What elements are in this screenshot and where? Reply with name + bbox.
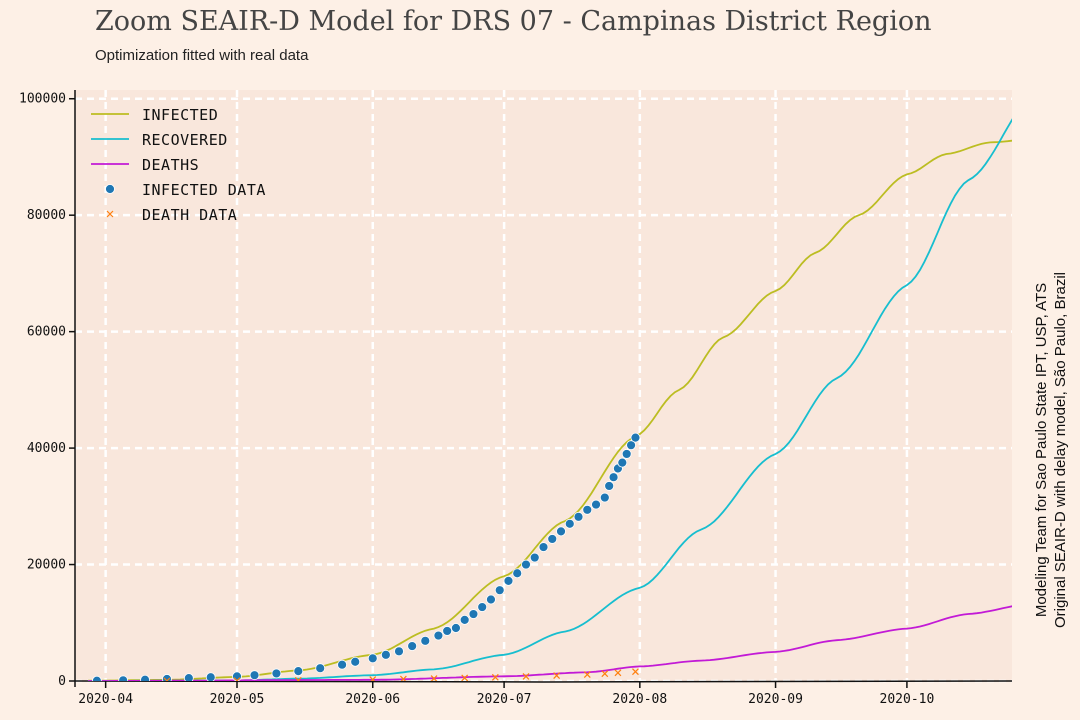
- plot-area: [75, 90, 1012, 681]
- axes: [74, 90, 1013, 687]
- death-data-point: [491, 673, 499, 681]
- infected-data-point: [468, 609, 479, 619]
- death-data-point: [294, 676, 302, 681]
- x-tick-label: 2020-09: [748, 692, 803, 707]
- legend-swatch-infected-data: [105, 184, 115, 194]
- chart-title: Zoom SEAIR-D Model for DRS 07 - Campinas…: [95, 6, 932, 37]
- legend-label-death-data: DEATH DATA: [142, 206, 237, 224]
- x-tick-label: 2020-08: [612, 692, 667, 707]
- y-tick-label: 80000: [27, 208, 66, 223]
- death-data-point: [163, 677, 171, 681]
- legend-label-infected-data: INFECTED DATA: [142, 181, 266, 199]
- infected-data-point: [380, 649, 391, 660]
- x-tick-label: 2020-05: [210, 692, 265, 707]
- death-data-point: [461, 674, 469, 681]
- credit-line-1: Modeling Team for Sao Paulo State IPT, U…: [1033, 283, 1050, 617]
- series-line-infected: [88, 139, 1012, 681]
- infected-data-point: [350, 656, 361, 667]
- series-clip-group: [88, 118, 1012, 681]
- infected-data-point: [367, 653, 378, 664]
- infected-data-point: [564, 518, 575, 529]
- death-data-point: [632, 668, 639, 676]
- infected-data-point: [394, 646, 404, 657]
- infected-data-point: [337, 659, 347, 670]
- infected-data-point: [293, 666, 304, 677]
- infected-data-point: [232, 671, 242, 681]
- infected-data-point: [91, 675, 102, 681]
- x-axis-line: [74, 680, 1013, 683]
- infected-data-point: [118, 675, 129, 681]
- infected-data-point: [477, 602, 488, 612]
- infected-data-point: [617, 457, 628, 468]
- death-data-point: [583, 671, 591, 679]
- infected-data-point: [604, 481, 615, 491]
- infected-data-point: [626, 440, 636, 451]
- death-data-point: [369, 676, 377, 681]
- credit-line-2: Original SEAIR-D with delay model, São P…: [1052, 272, 1069, 628]
- infected-data-point: [433, 630, 444, 641]
- series-layer: [88, 118, 1012, 681]
- infected-data-point: [573, 511, 584, 522]
- x-tick-label: 2020-10: [880, 692, 935, 707]
- infected-data-point: [249, 670, 260, 681]
- infected-data-point: [521, 559, 531, 570]
- infected-data-point: [608, 472, 619, 483]
- death-data-point: [614, 669, 622, 677]
- y-axis-ticks: 0 20000 40000 60000 80000 100000: [19, 92, 75, 689]
- infected-data-point: [599, 492, 610, 503]
- legend-label-infected: INFECTED: [142, 106, 218, 124]
- x-axis-ticks: 2020-04 2020-05 2020-06 2020-07 2020-08 2020-…: [78, 681, 934, 707]
- legend-swatch-death-data: [106, 210, 114, 218]
- infected-data-point: [556, 526, 566, 537]
- infected-data-point: [205, 672, 216, 681]
- death-data-point: [553, 672, 561, 680]
- y-tick-label: 40000: [27, 441, 66, 456]
- infected-data-point: [630, 432, 641, 443]
- death-data-point: [522, 673, 530, 680]
- y-tick-label: 100000: [19, 92, 66, 107]
- y-tick-label: 0: [58, 674, 66, 689]
- infected-data-point: [183, 673, 194, 681]
- infected-data-point: [271, 668, 282, 679]
- legend-label-recovered: RECOVERED: [142, 131, 228, 149]
- infected-data-point: [503, 575, 514, 586]
- y-tick-label: 20000: [27, 558, 66, 573]
- death-data-point: [430, 675, 438, 681]
- infected-data-point: [538, 542, 549, 552]
- infected-data-point: [486, 594, 496, 605]
- infected-data-point: [407, 641, 418, 651]
- credits: Modeling Team for Sao Paulo State IPT, U…: [1033, 272, 1069, 628]
- death-data-point: [399, 675, 407, 681]
- infected-data-point: [451, 623, 461, 633]
- infected-data-point: [591, 499, 601, 510]
- chart-subtitle: Optimization fitted with real data: [95, 47, 309, 64]
- x-tick-label: 2020-06: [345, 692, 400, 707]
- infected-data-point: [547, 534, 558, 544]
- death-data-point: [601, 670, 609, 678]
- infected-data-point: [442, 626, 453, 636]
- x-tick-label: 2020-07: [477, 692, 532, 707]
- infected-data-point: [621, 449, 632, 459]
- infected-data-point: [494, 585, 505, 596]
- legend: INFECTED RECOVERED DEATHS INFECTED DATA DEAT…: [91, 106, 266, 224]
- infected-data-point: [582, 504, 593, 515]
- infected-data-point: [315, 663, 326, 674]
- legend-label-deaths: DEATHS: [142, 156, 199, 174]
- infected-data-point: [420, 635, 431, 646]
- x-tick-label: 2020-04: [78, 692, 133, 707]
- infected-data-point: [529, 552, 540, 563]
- infected-data-point: [512, 568, 523, 579]
- infected-data-point: [459, 614, 470, 625]
- death-data-point: [233, 677, 241, 681]
- y-tick-label: 60000: [27, 325, 66, 340]
- infected-data-point: [140, 674, 150, 681]
